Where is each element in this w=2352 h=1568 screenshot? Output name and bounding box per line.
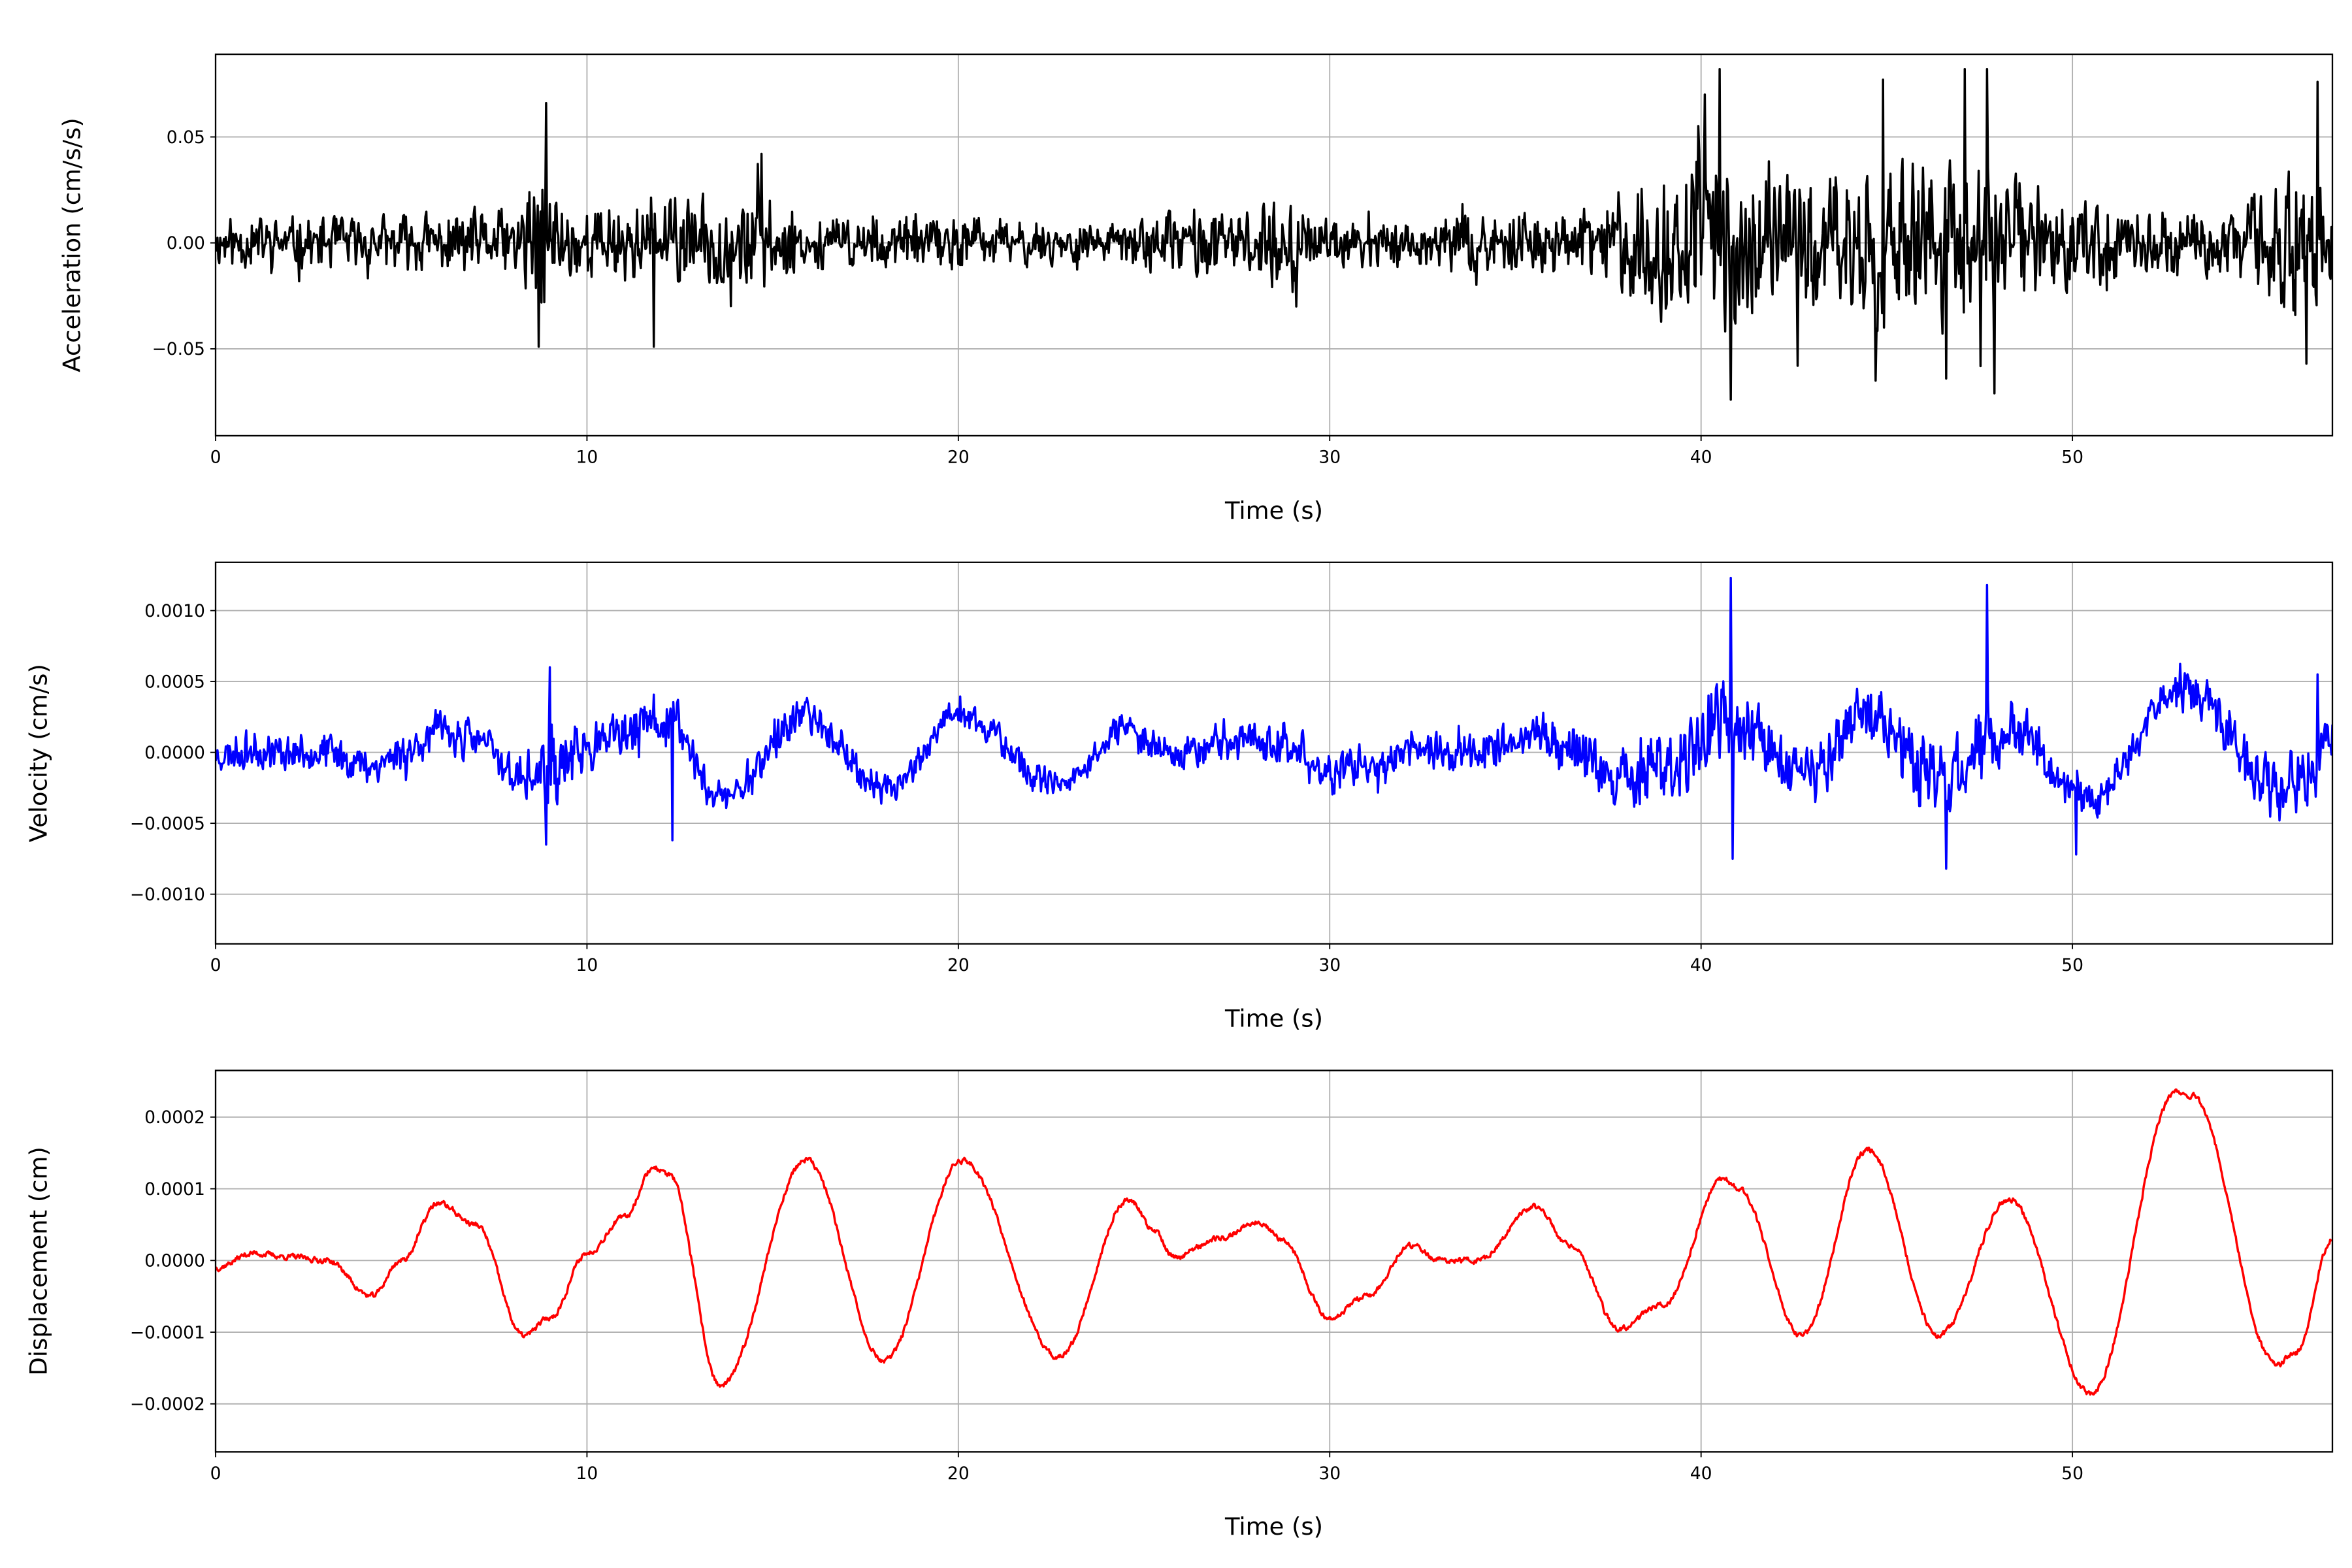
x-tick-label: 30 [1318,1463,1341,1484]
y-tick-label: −0.0010 [130,885,205,905]
axes-frame [214,1070,2334,1453]
displacement-series-line [215,1088,2332,1396]
x-tick-label: 30 [1318,955,1341,975]
x-tick-label: 40 [1690,955,1712,975]
x-axis-label: Time (s) [1224,1005,1323,1033]
x-tick-label: 40 [1690,1463,1712,1484]
velocity-subplot: 0 10 20 30 40 50 −0.0010 −0.0005 0.0000 0.0005 0.0… [25,561,2334,1033]
x-tick-label: 0 [210,955,221,975]
x-tick-label: 50 [2061,1463,2083,1484]
x-tick-label: 10 [576,1463,598,1484]
y-tick-label: 0.0010 [144,601,205,621]
y-tick-label: 0.0000 [144,1251,205,1271]
x-tick-label: 40 [1690,447,1712,467]
x-tick-label: 30 [1318,447,1341,467]
y-axis-label: Acceleration (cm/s/s) [57,118,86,372]
y-tick-label: 0.0001 [144,1179,205,1200]
axes-frame [214,53,2334,437]
x-tick-label: 20 [947,955,970,975]
y-tick-label: −0.05 [152,339,205,359]
y-axis-label: Velocity (cm/s) [25,664,53,842]
y-tick-label: 0.0000 [144,743,205,763]
acceleration-subplot: 0 10 20 30 40 50 −0.05 0.00 0.05 Time (s) Accelera… [57,53,2334,525]
x-tick-label: 10 [576,447,598,467]
y-tick-label: 0.0005 [144,672,205,692]
x-axis-label: Time (s) [1224,1512,1323,1541]
y-tick-label: −0.0002 [130,1394,205,1414]
axes-frame [214,561,2334,945]
acceleration-series-line [215,68,2332,401]
x-tick-label: 0 [210,1463,221,1484]
y-axis-label: Displacement (cm) [25,1147,53,1375]
velocity-series-line [215,576,2332,870]
displacement-subplot: 0 10 20 30 40 50 −0.0002 −0.0001 0.0000 0.0001 0.0… [25,1070,2334,1541]
y-tick-label: 0.00 [167,233,205,253]
y-tick-label: −0.0001 [130,1322,205,1343]
y-tick-label: −0.0005 [130,813,205,834]
x-tick-label: 20 [947,1463,970,1484]
x-axis-label: Time (s) [1224,497,1323,525]
y-tick-label: 0.0002 [144,1107,205,1128]
x-tick-label: 0 [210,447,221,467]
x-tick-label: 50 [2061,447,2083,467]
x-tick-label: 20 [947,447,970,467]
x-tick-label: 50 [2061,955,2083,975]
x-tick-label: 10 [576,955,598,975]
y-tick-label: 0.05 [167,127,205,148]
